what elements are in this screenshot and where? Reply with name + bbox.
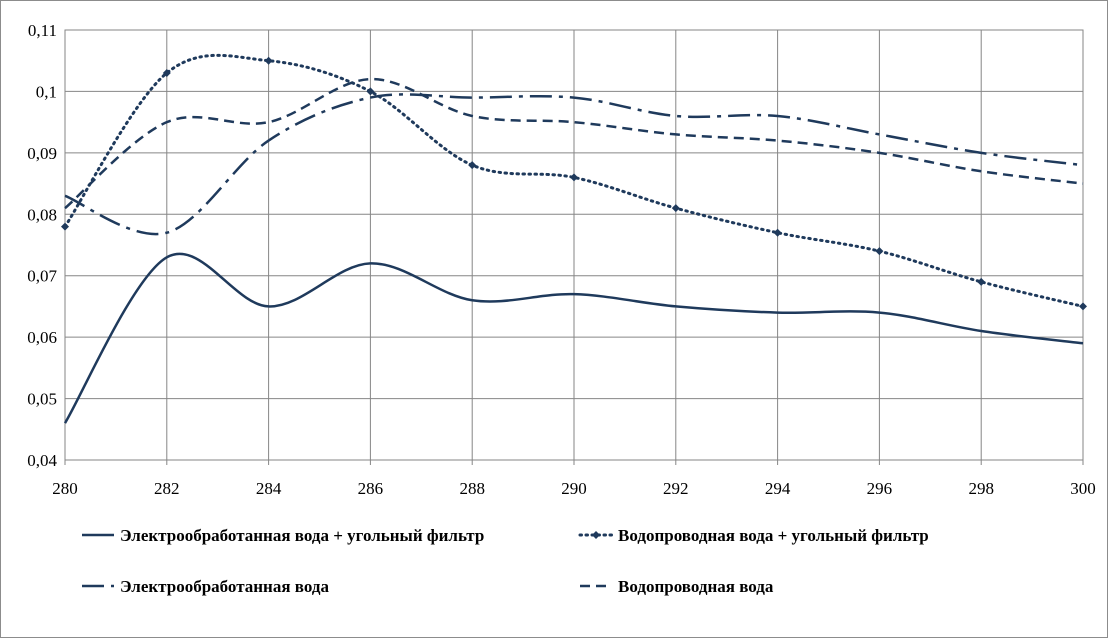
legend-label: Электрообработанная вода + угольный филь…: [120, 526, 484, 545]
x-tick-label: 294: [765, 479, 791, 498]
data-point-marker: [162, 69, 171, 77]
data-point-marker: [61, 222, 69, 231]
data-point-marker: [875, 247, 884, 256]
series-line-4: [64, 77, 1084, 210]
x-tick-label: 300: [1070, 479, 1096, 498]
series-line-2: [63, 53, 1085, 308]
legend-marker: [592, 531, 600, 539]
y-axis-ticks: 0,04 0,05 0,06 0,07 0,08 0,09 0,1 0,11: [27, 21, 57, 470]
data-point-marker: [977, 277, 986, 286]
x-axis-ticks: 280 282 284 286 288 290 292 294 296 298 300: [52, 479, 1096, 498]
grid-lines: [64, 29, 1084, 465]
x-tick-label: 282: [154, 479, 180, 498]
data-point-marker: [773, 228, 782, 237]
y-tick-label: 0,11: [28, 21, 57, 40]
x-tick-label: 298: [968, 479, 994, 498]
y-tick-label: 0,06: [27, 328, 57, 347]
x-tick-label: 290: [561, 479, 587, 498]
x-tick-label: 296: [867, 479, 893, 498]
legend: Электрообработанная вода + угольный филь…: [82, 526, 929, 596]
data-point-marker: [570, 173, 578, 182]
legend-label: Водопроводная вода + угольный фильтр: [618, 526, 929, 545]
x-tick-label: 284: [256, 479, 282, 498]
legend-label: Водопроводная вода: [618, 577, 774, 596]
legend-label: Электрообработанная вода: [120, 577, 329, 596]
data-point-marker: [468, 161, 477, 170]
data-point-marker: [264, 56, 273, 65]
data-point-marker: [1079, 302, 1087, 311]
series-line-1: [63, 252, 1084, 424]
y-tick-label: 0,07: [27, 267, 57, 286]
series-line-3: [64, 93, 1084, 236]
y-tick-label: 0,05: [27, 390, 57, 409]
y-tick-label: 0,04: [27, 451, 57, 470]
x-tick-label: 288: [459, 479, 485, 498]
data-point-marker: [671, 204, 680, 213]
x-tick-label: 280: [52, 479, 78, 498]
x-tick-label: 286: [358, 479, 384, 498]
y-tick-label: 0,09: [27, 144, 57, 163]
x-tick-label: 292: [663, 479, 689, 498]
series-lines: [61, 53, 1087, 424]
y-tick-label: 0,08: [27, 205, 57, 224]
y-tick-label: 0,1: [36, 82, 57, 101]
data-point-marker: [366, 87, 375, 96]
